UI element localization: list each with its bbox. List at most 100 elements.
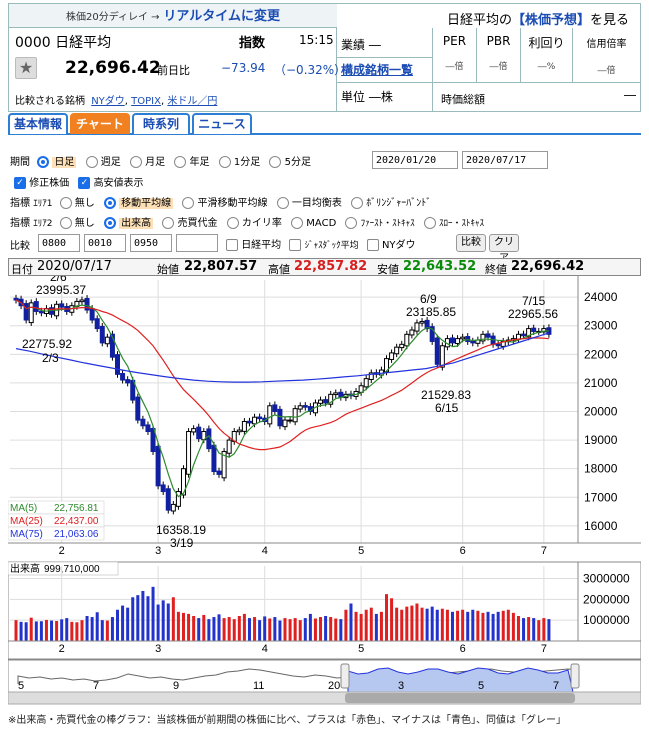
volume-bar <box>39 621 43 641</box>
adjusted-price-checkbox[interactable]: ✓ <box>14 177 26 189</box>
high-low-checkbox[interactable]: ✓ <box>78 177 91 189</box>
forecast-link[interactable]: 【株価予想】 <box>512 13 591 28</box>
constituents-link[interactable]: 構成銘柄一覧 <box>341 63 414 77</box>
volume-title: 出来高 <box>10 562 40 575</box>
compare-link-topix[interactable]: TOPIX <box>131 96 161 107</box>
volume-legend-box <box>8 561 119 576</box>
compare-button[interactable]: 比較 <box>456 234 486 252</box>
period-5min-radio[interactable] <box>269 156 282 168</box>
annotation-value: 22965.56 <box>508 307 558 321</box>
candle-body <box>460 336 466 340</box>
open-value: 22,807.57 <box>184 259 258 274</box>
ind2-slow-stoch-radio[interactable] <box>423 217 436 229</box>
compare-code-3[interactable] <box>130 234 172 252</box>
candle-body <box>394 346 400 355</box>
period-weekly-radio[interactable] <box>85 156 98 168</box>
ind1-ema-radio[interactable] <box>182 197 195 209</box>
change-percent: （−0.32%） <box>274 63 347 77</box>
candle-body <box>455 338 461 345</box>
candle-body <box>328 393 334 405</box>
candle-body <box>99 325 105 344</box>
ind1-none-label: 無し <box>74 198 95 209</box>
tab-timeseries[interactable]: 時系列 <box>132 113 190 134</box>
tab-basic-info[interactable]: 基本情報 <box>8 113 68 134</box>
volume-bar <box>349 603 353 641</box>
y-tick-label: 20000 <box>584 405 618 419</box>
volume-bar <box>283 618 287 641</box>
volume-bar <box>298 620 302 641</box>
period-1min-label: 1分足 <box>233 157 261 168</box>
candle-body <box>175 491 181 507</box>
date-label: 日付 <box>11 263 33 276</box>
high-label: 高値 <box>268 263 290 276</box>
ma5-line <box>15 299 549 498</box>
date-to-input[interactable] <box>462 151 548 169</box>
ind2-none-radio[interactable] <box>59 217 72 229</box>
compare-link-nydow[interactable]: NYダウ <box>91 96 125 107</box>
area1-label: ｴﾘｱ1 <box>33 199 53 209</box>
ind2-turnover-radio[interactable] <box>162 217 175 229</box>
x-month-label: 6 <box>460 545 466 557</box>
ind1-ma-radio[interactable] <box>103 197 116 209</box>
ind2-deviation-radio[interactable] <box>226 217 239 229</box>
delay-note: 株価20分ディレイ → <box>65 12 160 23</box>
ind1-ichimoku-label: 一目均衡表 <box>291 198 342 209</box>
compare-code-1[interactable] <box>38 234 80 252</box>
volume-bar <box>385 594 389 641</box>
compare-code-4[interactable] <box>176 234 218 252</box>
star-icon[interactable]: ★ <box>15 57 37 79</box>
candle-body <box>191 428 197 433</box>
candle-body <box>196 426 202 440</box>
compare-code-2[interactable] <box>84 234 126 252</box>
candle-body <box>180 468 186 496</box>
candle-body <box>246 420 252 424</box>
volume-bar <box>34 621 38 641</box>
volume-bar <box>126 607 130 641</box>
ind1-bollinger-radio[interactable] <box>351 197 364 209</box>
stock-chart[interactable]: 1600017000180001900020000210002200023000… <box>8 276 641 706</box>
compare-nydow-label: NYダウ <box>381 240 416 251</box>
quote-left-panel: 株価20分ディレイ → リアルタイムに変更 0000 日経平均 指数 15:15… <box>9 4 346 111</box>
volume-bar <box>44 619 48 641</box>
tab-news[interactable]: ニュース <box>192 113 252 134</box>
date-from-input[interactable] <box>372 151 458 169</box>
period-daily-radio[interactable] <box>37 156 50 168</box>
navigator-label: 3 <box>398 680 404 692</box>
volume-bar <box>379 611 383 641</box>
period-yearly-radio[interactable] <box>174 156 187 168</box>
ind2-volume-radio[interactable] <box>103 217 116 229</box>
volume-bar <box>273 617 277 641</box>
tab-chart[interactable]: チャート <box>70 113 130 134</box>
code-name: 0000 日経平均 <box>15 35 112 51</box>
candle-body <box>439 345 445 368</box>
realtime-link[interactable]: リアルタイムに変更 <box>163 9 281 24</box>
volume-bar <box>50 620 54 641</box>
period-monthly-radio[interactable] <box>129 156 142 168</box>
candle-body <box>165 488 171 511</box>
y-tick-label: 24000 <box>584 290 618 304</box>
candle-body <box>404 333 410 347</box>
ind1-ma-label: 移動平均線 <box>119 198 174 209</box>
ind1-ichimoku-radio[interactable] <box>276 197 289 209</box>
clear-button[interactable]: クリア <box>489 234 519 264</box>
candle-body <box>480 333 486 342</box>
ind2-volume-label: 出来高 <box>119 218 154 229</box>
candle-body <box>424 319 430 330</box>
period-1min-radio[interactable] <box>218 156 231 168</box>
ind1-none-radio[interactable] <box>59 197 72 209</box>
candle-body <box>434 337 440 365</box>
volume-bar <box>491 613 495 641</box>
compare-nydow-checkbox[interactable] <box>366 239 379 251</box>
compare-nikkei-checkbox[interactable] <box>226 239 238 251</box>
candle-body <box>79 299 85 303</box>
ind2-macd-label: MACD <box>306 218 337 229</box>
tab-bar <box>8 113 641 135</box>
ind2-fast-stoch-radio[interactable] <box>345 217 358 229</box>
volume-bar <box>445 609 449 641</box>
ind2-macd-radio[interactable] <box>291 217 304 229</box>
volume-bar <box>197 618 201 641</box>
compare-link-usdjpy[interactable]: 米ドル／円 <box>167 96 218 107</box>
volume-bar <box>110 617 114 641</box>
compare-jasdaq-checkbox[interactable] <box>289 239 302 251</box>
volume-bar <box>70 621 74 641</box>
